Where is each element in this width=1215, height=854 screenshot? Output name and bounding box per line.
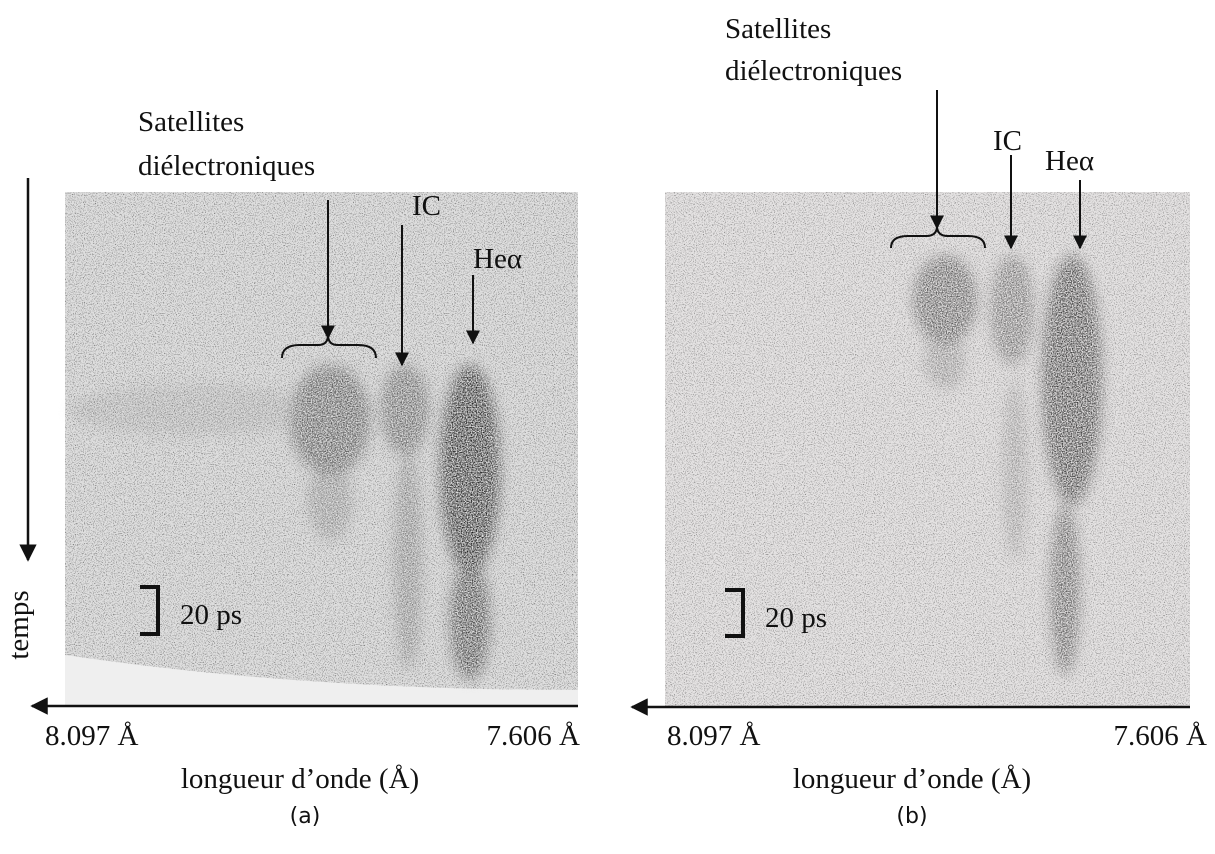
satellites-label: Satellites: [138, 106, 244, 138]
ic-label: IC: [412, 190, 441, 222]
time-label: temps: [3, 590, 35, 659]
x-right-label: 7.606 Å: [1114, 720, 1208, 752]
brace: [890, 225, 986, 249]
scale-label: 20 ps: [180, 599, 242, 631]
caption: (b): [896, 804, 927, 829]
spectral-lines: [70, 365, 500, 680]
scale-label: 20 ps: [765, 602, 827, 634]
x-left-label: 8.097 Å: [45, 720, 139, 752]
x-axis-title: longueur d’onde (Å): [181, 763, 419, 795]
scale-bar: [140, 585, 160, 636]
panel-b: 8.097 Å 7.606 Å longueur d’onde (Å) (b) …: [630, 13, 1208, 829]
x-axis-title: longueur d’onde (Å): [793, 763, 1031, 795]
satellites-label: diélectroniques: [138, 150, 315, 182]
ic-label: IC: [993, 125, 1022, 157]
he-label: Heα: [1045, 145, 1094, 177]
image-edge: [65, 655, 578, 706]
spectral-lines: [913, 255, 1102, 675]
brace: [281, 334, 377, 359]
panel-a: temps 8.097 Å 7.606 Å longueur d’onde (Å…: [3, 106, 580, 829]
x-right-label: 7.606 Å: [487, 720, 581, 752]
scale-bar: [725, 588, 745, 638]
x-left-label: 8.097 Å: [667, 720, 761, 752]
satellites-label: diélectroniques: [725, 55, 902, 87]
he-label: Heα: [473, 243, 522, 275]
caption: (a): [290, 804, 321, 829]
satellites-label: Satellites: [725, 13, 831, 45]
